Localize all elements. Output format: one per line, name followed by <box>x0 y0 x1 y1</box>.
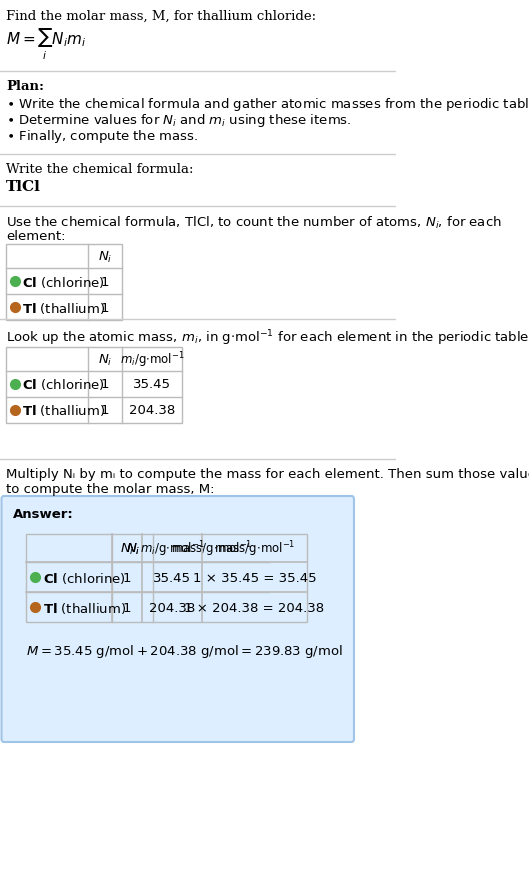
Text: $\bullet$ Write the chemical formula and gather atomic masses from the periodic : $\bullet$ Write the chemical formula and… <box>6 96 529 113</box>
Text: 1: 1 <box>101 378 110 391</box>
Text: $N_i$: $N_i$ <box>98 249 112 264</box>
Text: Multiply Nᵢ by mᵢ to compute the mass for each element. Then sum those values: Multiply Nᵢ by mᵢ to compute the mass fo… <box>6 467 529 481</box>
Text: Find the molar mass, M, for thallium chloride:: Find the molar mass, M, for thallium chl… <box>6 10 316 23</box>
Text: 1: 1 <box>101 301 110 314</box>
Text: $N_i$: $N_i$ <box>125 541 140 556</box>
Text: to compute the molar mass, M:: to compute the molar mass, M: <box>6 482 214 496</box>
Text: 1: 1 <box>101 275 110 289</box>
Text: Plan:: Plan: <box>6 80 44 93</box>
Text: element:: element: <box>6 230 66 243</box>
Text: $\bf{Cl}$ (chlorine): $\bf{Cl}$ (chlorine) <box>22 377 105 392</box>
Text: 204.38: 204.38 <box>149 601 195 614</box>
Text: 1 × 35.45 = 35.45: 1 × 35.45 = 35.45 <box>193 571 316 584</box>
Text: $m_i$/g$\cdot$mol$^{-1}$: $m_i$/g$\cdot$mol$^{-1}$ <box>120 350 184 369</box>
Bar <box>6 347 182 424</box>
Text: $M = 35.45\ \mathrm{g/mol} + 204.38\ \mathrm{g/mol} = 239.83\ \mathrm{g/mol}$: $M = 35.45\ \mathrm{g/mol} + 204.38\ \ma… <box>26 642 343 660</box>
Text: $\bf{Cl}$ (chlorine): $\bf{Cl}$ (chlorine) <box>43 570 125 585</box>
Text: 1 × 204.38 = 204.38: 1 × 204.38 = 204.38 <box>185 601 324 614</box>
Text: mass/g$\cdot$mol$^{-1}$: mass/g$\cdot$mol$^{-1}$ <box>214 538 295 558</box>
Bar <box>6 245 122 321</box>
Text: TlCl: TlCl <box>6 180 41 194</box>
Text: $\bf{Tl}$ (thallium): $\bf{Tl}$ (thallium) <box>22 403 105 418</box>
FancyBboxPatch shape <box>2 496 354 742</box>
Text: 1: 1 <box>123 601 132 614</box>
Text: $N_i$: $N_i$ <box>120 541 134 556</box>
Text: $N_i$: $N_i$ <box>98 352 112 367</box>
Text: 204.38: 204.38 <box>129 404 175 417</box>
Text: Answer:: Answer: <box>13 508 74 520</box>
Text: $\bf{Tl}$ (thallium): $\bf{Tl}$ (thallium) <box>22 300 105 315</box>
Text: $\bf{Cl}$ (chlorine): $\bf{Cl}$ (chlorine) <box>22 275 105 289</box>
Text: $M = \sum_{i} N_i m_i$: $M = \sum_{i} N_i m_i$ <box>6 28 86 62</box>
Text: mass/g$\cdot$mol$^{-1}$: mass/g$\cdot$mol$^{-1}$ <box>171 538 252 558</box>
Text: $\bf{Tl}$ (thallium): $\bf{Tl}$ (thallium) <box>43 600 126 615</box>
Text: Look up the atomic mass, $m_i$, in g$\cdot$mol$^{-1}$ for each element in the pe: Look up the atomic mass, $m_i$, in g$\cd… <box>6 328 529 347</box>
Text: Use the chemical formula, TlCl, to count the number of atoms, $N_i$, for each: Use the chemical formula, TlCl, to count… <box>6 215 502 231</box>
Text: $\bullet$ Determine values for $N_i$ and $m_i$ using these items.: $\bullet$ Determine values for $N_i$ and… <box>6 112 352 129</box>
Text: 35.45: 35.45 <box>153 571 191 584</box>
Text: $N_i$: $N_i$ <box>125 541 140 556</box>
Text: 35.45: 35.45 <box>133 378 171 391</box>
Text: $m_i$/g$\cdot$mol$^{-1}$: $m_i$/g$\cdot$mol$^{-1}$ <box>140 538 204 558</box>
Text: 1: 1 <box>101 404 110 417</box>
Text: 1: 1 <box>123 571 132 584</box>
Text: Write the chemical formula:: Write the chemical formula: <box>6 163 194 175</box>
Bar <box>26 534 307 623</box>
Text: $\bullet$ Finally, compute the mass.: $\bullet$ Finally, compute the mass. <box>6 128 198 145</box>
